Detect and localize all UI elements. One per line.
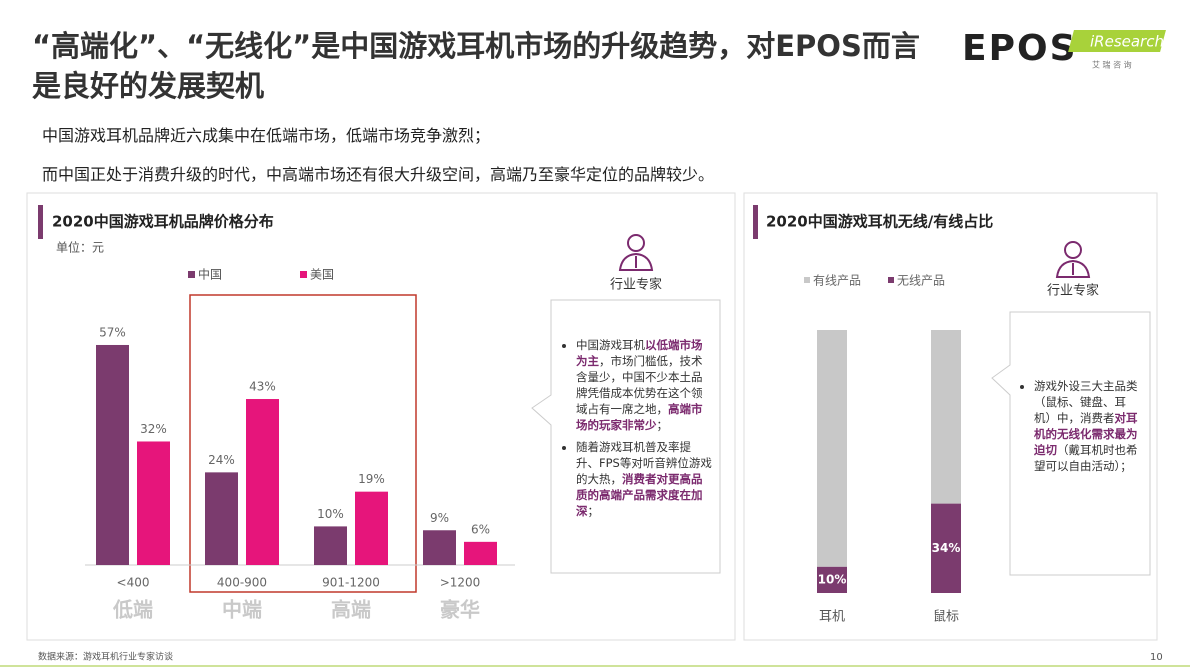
expert-label: 行业专家 <box>610 277 662 293</box>
bar <box>137 441 170 565</box>
title-accent <box>38 205 43 239</box>
bar <box>314 526 347 565</box>
legend-label: 中国 <box>198 267 222 282</box>
bar <box>246 399 279 565</box>
title-accent <box>753 205 758 239</box>
page-number: 10 <box>1150 652 1163 663</box>
brand-sub: 艾 瑞 咨 询 <box>1092 60 1132 70</box>
bullet-text: 对耳机的无线化需求最为迫切 <box>1034 411 1138 457</box>
bullet-list: 游戏外设三大主品类（鼠标、键盘、耳机）中，消费者对耳机的无线化需求最为迫切（戴耳… <box>1018 378 1142 474</box>
value-label: 24% <box>208 453 235 467</box>
unit-label: 单位：元 <box>56 240 104 255</box>
legend-swatch <box>188 271 195 278</box>
bullet: 随着游戏耳机普及率提升、FPS等对听音辨位游戏的大热，消费者对更高品质的高端产品… <box>576 439 712 519</box>
legend-label: 无线产品 <box>897 274 945 288</box>
bullet: 游戏外设三大主品类（鼠标、键盘、耳机）中，消费者对耳机的无线化需求最为迫切（戴耳… <box>1034 378 1142 474</box>
expert-notes: 游戏外设三大主品类（鼠标、键盘、耳机）中，消费者对耳机的无线化需求最为迫切（戴耳… <box>1018 378 1142 480</box>
value-label: 57% <box>99 325 126 339</box>
bullet-text: 以低端市场为主 <box>576 338 703 368</box>
expert-label: 行业专家 <box>1047 283 1099 299</box>
bullet-text: ，市场门槛低，技术含量少，中国不少本土品牌凭借成本优势在这个领域占有一席之地， <box>576 354 703 416</box>
panel <box>743 192 1158 641</box>
bullet-list: 中国游戏耳机以低端市场为主，市场门槛低，技术含量少，中国不少本土品牌凭借成本优势… <box>560 337 712 519</box>
value-label: 10% <box>317 507 344 521</box>
expert-box <box>991 311 1151 576</box>
logo-band <box>1068 30 1166 52</box>
group-label: 高端 <box>331 598 371 622</box>
bar <box>355 491 388 565</box>
x-tick-label: >1200 <box>440 576 481 590</box>
value-label: 32% <box>140 422 167 436</box>
bar <box>423 530 456 565</box>
expert-box <box>531 299 721 574</box>
value-label: 6% <box>471 522 490 536</box>
chart-title: 2020中国游戏耳机品牌价格分布 <box>52 213 274 231</box>
value-label: 43% <box>249 380 276 394</box>
value-label: 9% <box>430 511 449 525</box>
expert-notes: 中国游戏耳机以低端市场为主，市场门槛低，技术含量少，中国不少本土品牌凭借成本优势… <box>560 337 712 525</box>
bullet-text: 中国游戏耳机 <box>576 338 645 352</box>
bar-segment <box>817 330 847 567</box>
group-label: 低端 <box>112 598 153 622</box>
x-tick-label: 耳机 <box>819 610 845 625</box>
legend-swatch <box>888 277 894 283</box>
value-label: 19% <box>358 472 385 486</box>
summary-line: 而中国正处于消费升级的时代，中高端市场还有很大升级空间，高端乃至豪华定位的品牌较… <box>42 165 715 184</box>
bar-segment <box>817 566 847 593</box>
legend-label: 有线产品 <box>813 274 861 288</box>
source: 数据来源：游戏耳机行业专家访谈 <box>38 651 173 663</box>
bar <box>464 541 497 565</box>
summary-line: 中国游戏耳机品牌近六成集中在低端市场，低端市场竞争激烈； <box>42 126 491 145</box>
bar <box>96 344 129 565</box>
slide-title: “高端化”、“无线化”是中国游戏耳机市场的升级趋势，对EPOS而言是良好的发展契… <box>32 29 920 103</box>
group-label: 中端 <box>222 598 262 622</box>
bullet-text: 消费者对更高品质的高端产品需求度在加深 <box>576 472 703 518</box>
panel <box>26 192 736 641</box>
brand: iResearch <box>1090 33 1164 51</box>
x-tick-label: 鼠标 <box>933 610 959 625</box>
chart-title: 2020中国游戏耳机无线/有线占比 <box>766 213 993 231</box>
bullet-text: 高端市场的玩家非常少 <box>576 402 703 432</box>
bullet-text: 随着游戏耳机普及率提升、FPS等对听音辨位游戏的大热， <box>576 440 712 486</box>
bullet: 中国游戏耳机以低端市场为主，市场门槛低，技术含量少，中国不少本土品牌凭借成本优势… <box>576 337 712 433</box>
bar-segment <box>931 330 961 504</box>
value-label: 10% <box>818 572 847 586</box>
expert-icon <box>618 234 654 271</box>
bullet-text: ； <box>656 418 669 432</box>
bullet-text: 游戏外设三大主品类（鼠标、键盘、耳机）中，消费者 <box>1034 379 1138 425</box>
highlight-box <box>189 294 417 593</box>
legend-swatch <box>300 271 307 278</box>
expert-icon <box>1055 241 1091 278</box>
bullet-text: （戴耳机时也希望可以自由活动）； <box>1034 443 1138 473</box>
x-tick-label: 901-1200 <box>322 576 380 590</box>
bar-segment <box>931 503 961 593</box>
x-tick-label: 400-900 <box>217 576 267 590</box>
legend-swatch <box>804 277 810 283</box>
group-label: 豪华 <box>440 598 480 622</box>
bar <box>205 472 238 565</box>
logo: EPOS <box>962 28 1078 69</box>
x-tick-label: <400 <box>117 576 150 590</box>
value-label: 34% <box>932 541 961 555</box>
bullet-text: ； <box>587 504 600 518</box>
legend-label: 美国 <box>310 268 334 282</box>
